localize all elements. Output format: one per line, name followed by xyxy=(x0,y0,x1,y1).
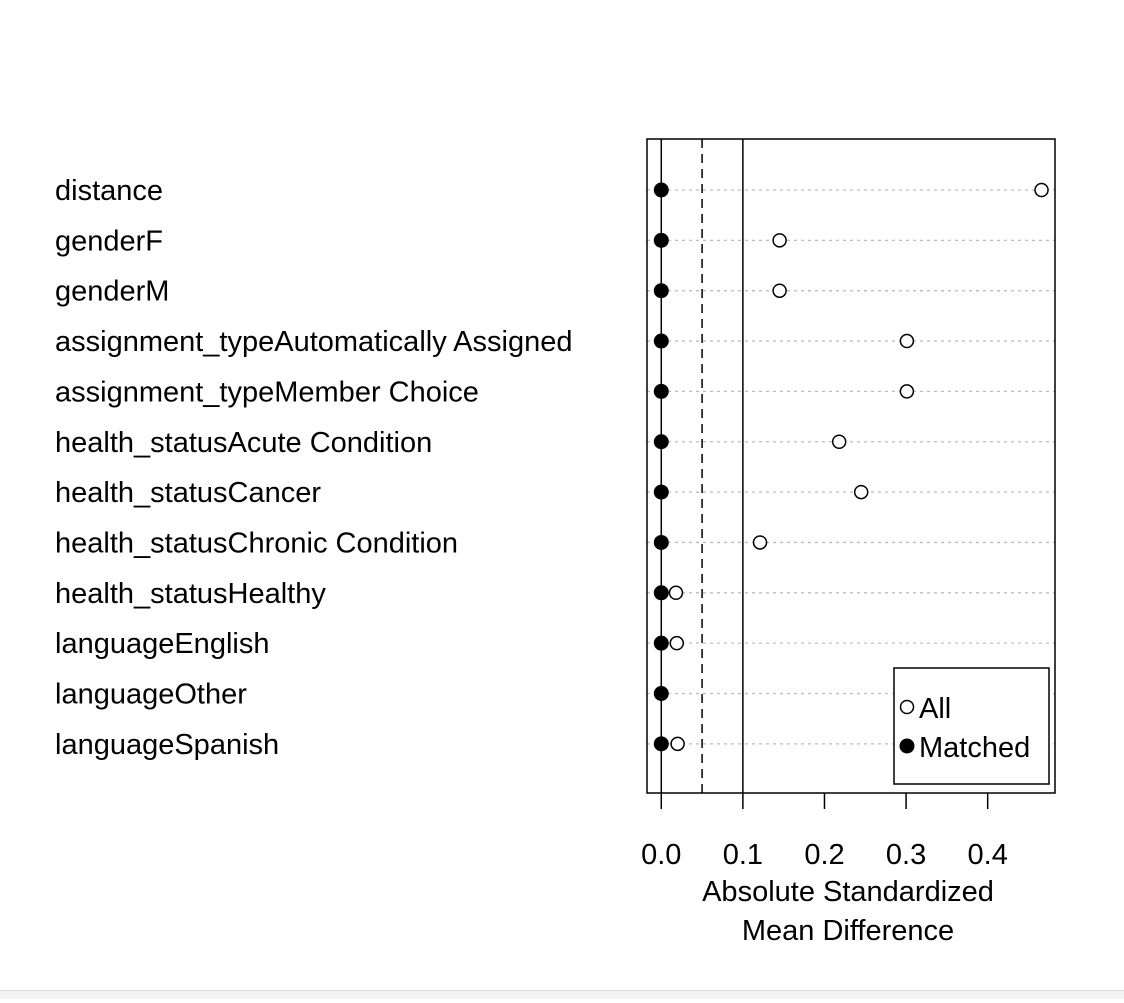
covariate-label: distance xyxy=(55,175,163,207)
point-matched xyxy=(653,434,669,450)
covariate-label: languageSpanish xyxy=(55,729,279,761)
covariate-label: health_statusCancer xyxy=(55,477,321,509)
point-all xyxy=(670,736,685,752)
point-all xyxy=(853,484,869,500)
point-matched xyxy=(653,182,669,198)
legend-marker-all xyxy=(899,699,915,715)
x-tick-label: 0.2 xyxy=(804,839,844,871)
x-axis-title-line: Absolute Standardized xyxy=(702,876,994,908)
x-tick-label: 0.4 xyxy=(968,839,1008,871)
covariate-label: health_statusAcute Condition xyxy=(55,427,432,459)
covariate-label: health_statusHealthy xyxy=(55,578,326,610)
point-matched xyxy=(653,232,669,248)
point-matched xyxy=(653,383,669,399)
x-axis: 0.0 0.1 0.2 0.3 0.4 Absolute Standardized Mean… xyxy=(641,793,1008,947)
point-all xyxy=(831,434,847,449)
window-bottom-edge xyxy=(0,990,1124,999)
plot-frame xyxy=(646,138,1056,794)
point-matched xyxy=(653,635,669,651)
point-all xyxy=(668,585,684,601)
legend: All Matched xyxy=(893,667,1050,785)
legend-label-all: All xyxy=(919,693,951,725)
legend-box xyxy=(893,667,1050,785)
point-matched xyxy=(653,534,669,550)
point-all xyxy=(1034,182,1049,198)
point-matched xyxy=(653,484,669,500)
point-matched xyxy=(653,585,669,601)
point-all xyxy=(899,384,915,399)
covariate-label: languageOther xyxy=(55,679,247,711)
data-points xyxy=(653,182,1049,752)
reference-lines xyxy=(660,139,744,793)
point-matched xyxy=(653,686,669,701)
x-axis-title-line: Mean Difference xyxy=(742,915,954,947)
point-all xyxy=(772,233,787,248)
covariate-label: assignment_typeAutomatically Assigned xyxy=(55,326,572,358)
point-all xyxy=(772,283,787,298)
point-all xyxy=(899,333,915,349)
point-all xyxy=(669,635,685,651)
x-tick-label: 0.3 xyxy=(886,839,926,871)
x-tick-label: 0.0 xyxy=(641,839,681,871)
x-tick-label: 0.1 xyxy=(723,839,763,871)
legend-label-matched: Matched xyxy=(919,732,1030,764)
covariate-label: genderF xyxy=(55,225,163,257)
covariate-labels: distance genderF genderM assignment_typeAut… xyxy=(55,175,572,761)
covariate-label: languageEnglish xyxy=(55,628,269,660)
point-all xyxy=(752,535,768,550)
gridlines xyxy=(647,189,1055,745)
point-matched xyxy=(653,736,669,752)
covariate-label: assignment_typeMember Choice xyxy=(55,376,479,408)
legend-marker-matched xyxy=(899,738,915,754)
point-matched xyxy=(653,333,669,349)
point-matched xyxy=(653,283,669,299)
covariate-label: genderM xyxy=(55,276,169,308)
covariate-label: health_statusChronic Condition xyxy=(55,527,458,559)
